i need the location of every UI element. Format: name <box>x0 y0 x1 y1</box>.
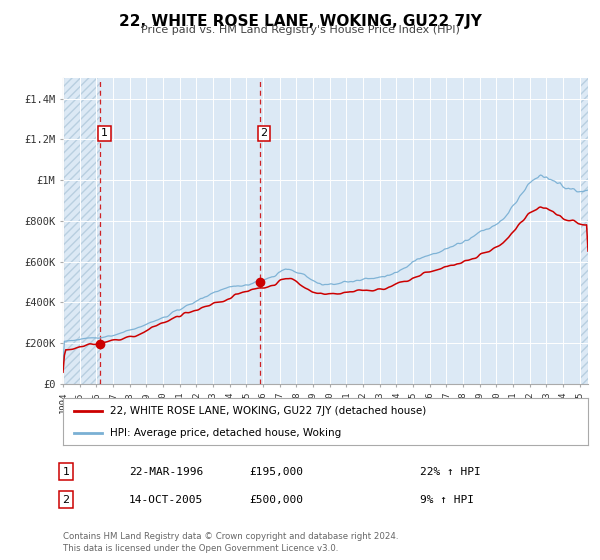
Text: 22-MAR-1996: 22-MAR-1996 <box>129 466 203 477</box>
Text: 2: 2 <box>260 128 268 138</box>
Text: 22% ↑ HPI: 22% ↑ HPI <box>420 466 481 477</box>
Text: 22, WHITE ROSE LANE, WOKING, GU22 7JY: 22, WHITE ROSE LANE, WOKING, GU22 7JY <box>119 14 481 29</box>
Text: Contains HM Land Registry data © Crown copyright and database right 2024.: Contains HM Land Registry data © Crown c… <box>63 532 398 541</box>
Text: £195,000: £195,000 <box>249 466 303 477</box>
Text: 22, WHITE ROSE LANE, WOKING, GU22 7JY (detached house): 22, WHITE ROSE LANE, WOKING, GU22 7JY (d… <box>110 406 427 416</box>
Text: This data is licensed under the Open Government Licence v3.0.: This data is licensed under the Open Gov… <box>63 544 338 553</box>
Text: 1: 1 <box>101 128 108 138</box>
Bar <box>63 78 100 384</box>
Bar <box>580 78 590 384</box>
Text: 9% ↑ HPI: 9% ↑ HPI <box>420 494 474 505</box>
Text: £500,000: £500,000 <box>249 494 303 505</box>
Text: 2: 2 <box>62 494 70 505</box>
Text: HPI: Average price, detached house, Woking: HPI: Average price, detached house, Woki… <box>110 428 341 438</box>
Text: 1: 1 <box>62 466 70 477</box>
Text: 14-OCT-2005: 14-OCT-2005 <box>129 494 203 505</box>
Text: Price paid vs. HM Land Registry's House Price Index (HPI): Price paid vs. HM Land Registry's House … <box>140 25 460 35</box>
